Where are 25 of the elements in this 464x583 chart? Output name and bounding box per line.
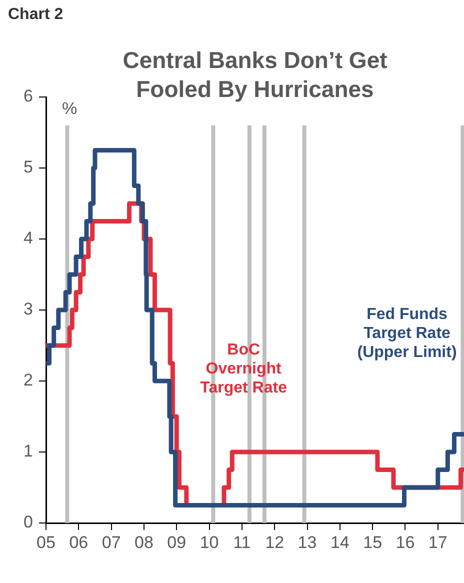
chart-title: Central Banks Don’t Get Fooled By Hurricanes: [122, 46, 388, 104]
x-tick-label: 10: [200, 532, 219, 552]
x-tick-label: 12: [265, 532, 284, 552]
caption: Chart 2: [8, 6, 64, 24]
x-tick-label: 13: [298, 532, 317, 552]
x-tick-label: 07: [102, 532, 121, 552]
y-tick-label: 3: [24, 300, 33, 319]
x-tick-label: 11: [233, 532, 251, 552]
x-tick-label: 16: [396, 532, 415, 552]
y-tick-label: 1: [24, 442, 33, 461]
text: Fed Funds Target Rate (Upper Limit): [357, 306, 457, 361]
y-tick-label: 4: [24, 228, 33, 248]
x-tick-label: 06: [69, 532, 88, 552]
x-tick-label: 17: [428, 532, 448, 552]
y-tick-label: 5: [24, 158, 33, 177]
x-tick-label: 15: [363, 532, 382, 552]
x-tick-label: 08: [134, 532, 154, 552]
y-tick-label: 0: [24, 512, 33, 532]
x-tick-label: 14: [330, 532, 350, 552]
series-label: BoC Overnight Target Rate: [200, 341, 288, 396]
y-tick-label: 2: [24, 370, 33, 390]
y-axis-title: %: [62, 99, 78, 118]
y-tick-label: 6: [24, 86, 33, 106]
x-tick-label: 05: [36, 532, 56, 552]
x-tick-label: 09: [167, 532, 186, 552]
